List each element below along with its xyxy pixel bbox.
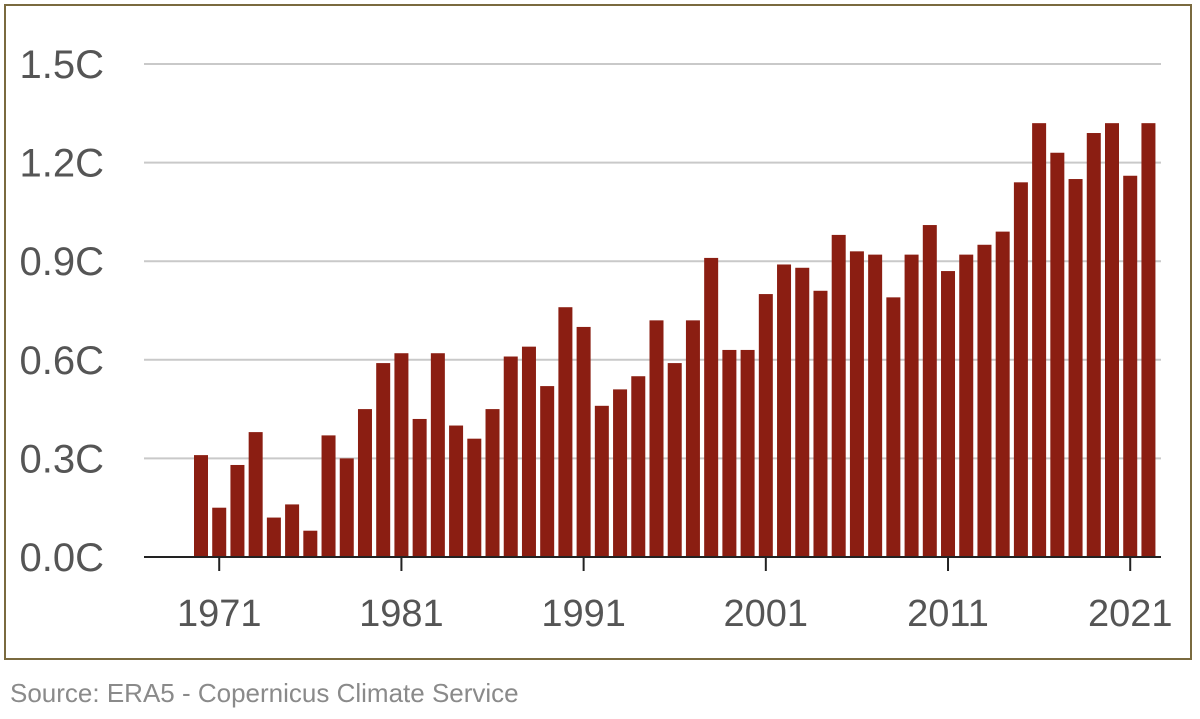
x-tick-label: 2021 <box>1088 593 1173 635</box>
bar-1975 <box>285 504 300 557</box>
y-tick-label: 1.2C <box>20 142 105 186</box>
bar-1997 <box>685 320 700 557</box>
bar-1976 <box>303 530 318 557</box>
bar-1992 <box>594 405 609 557</box>
bar-1995 <box>649 320 664 557</box>
bar-1986 <box>485 409 500 557</box>
bar-1982 <box>412 418 427 557</box>
bar-1981 <box>394 353 409 557</box>
y-tick-label: 0.9C <box>20 240 105 284</box>
y-axis-ticks: 0.0C 0.3C 0.6C 0.9C 1.2C 1.5C <box>20 43 105 580</box>
chart-frame: 0.0C 0.3C 0.6C 0.9C 1.2C 1.5C 1971 1981 1991 200… <box>4 4 1192 660</box>
bar-2013 <box>977 244 992 557</box>
bar-1990 <box>558 307 573 557</box>
bar-1971 <box>212 507 227 557</box>
bar-2019 <box>1086 133 1101 557</box>
source-note: Source: ERA5 - Copernicus Climate Servic… <box>10 678 519 708</box>
x-tick-label: 1981 <box>359 593 444 635</box>
bar-2003 <box>795 267 810 557</box>
bar-1970 <box>194 455 208 557</box>
bar-2000 <box>740 349 755 557</box>
x-tick-label: 2001 <box>724 593 809 635</box>
x-axis-ticks: 1971 1981 1991 2001 2011 2021 <box>177 557 1173 635</box>
bar-1974 <box>266 517 281 557</box>
bar-2005 <box>831 234 846 557</box>
bar-1999 <box>722 349 737 557</box>
bar-1993 <box>613 389 628 557</box>
bar-2022 <box>1141 123 1156 557</box>
bar-1978 <box>339 458 354 557</box>
bar-1977 <box>321 435 336 557</box>
bar-2011 <box>941 271 956 557</box>
bar-2009 <box>904 254 919 558</box>
y-tick-label: 0.0C <box>20 536 105 580</box>
bar-1991 <box>576 326 591 557</box>
bar-2014 <box>995 231 1010 557</box>
bar-1983 <box>430 353 445 557</box>
bar-1972 <box>230 464 245 557</box>
bar-2001 <box>758 294 773 557</box>
bar-2006 <box>849 251 864 557</box>
y-tick-label: 1.5C <box>20 43 105 87</box>
bar-2007 <box>868 254 883 558</box>
bar-1994 <box>631 376 646 557</box>
bar-1973 <box>248 432 263 557</box>
bar-chart: 0.0C 0.3C 0.6C 0.9C 1.2C 1.5C 1971 1981 1991 200… <box>20 43 1173 635</box>
bar-1984 <box>449 425 464 557</box>
bar-2021 <box>1123 175 1138 557</box>
gridlines <box>144 63 1161 460</box>
bar-1998 <box>704 257 719 557</box>
bar-1988 <box>521 346 536 557</box>
bar-1989 <box>540 386 555 557</box>
bar-2010 <box>922 225 937 557</box>
bar-1985 <box>467 438 482 557</box>
x-tick-label: 1991 <box>541 593 626 635</box>
x-tick-label: 2011 <box>907 593 989 635</box>
x-tick-label: 1971 <box>177 593 262 635</box>
bar-2015 <box>1013 182 1028 557</box>
y-tick-label: 0.3C <box>20 437 105 481</box>
bar-1980 <box>376 363 391 557</box>
bar-2016 <box>1032 123 1047 557</box>
bar-1979 <box>357 409 372 557</box>
bar-2012 <box>959 254 974 558</box>
bar-2004 <box>813 290 828 557</box>
bar-2020 <box>1105 123 1119 557</box>
bar-2002 <box>777 264 792 557</box>
bars <box>194 123 1156 558</box>
bar-1987 <box>503 356 518 557</box>
y-tick-label: 0.6C <box>20 339 105 383</box>
bar-2017 <box>1050 152 1065 558</box>
bar-2008 <box>886 297 901 557</box>
bar-2018 <box>1068 179 1083 558</box>
bar-1996 <box>667 363 682 557</box>
